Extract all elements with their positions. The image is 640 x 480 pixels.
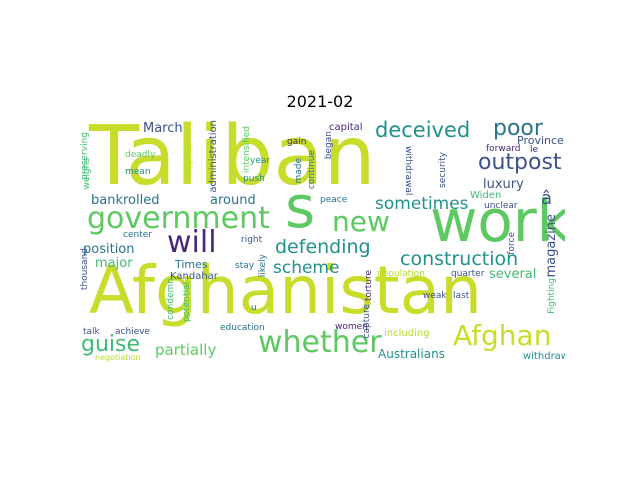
word-u: u <box>251 303 257 313</box>
word-march: March <box>143 121 183 136</box>
word-new: new <box>332 205 390 238</box>
word-a-circ: â <box>541 188 553 209</box>
word-bankrolled: bankrolled <box>91 193 160 208</box>
word-year: year <box>250 156 271 166</box>
word-administration: administration <box>208 120 219 193</box>
word-potential: potential <box>182 282 192 323</box>
word-poor: poor <box>493 118 543 141</box>
word-continue: continue <box>307 150 317 190</box>
word-withdraw: withdraw <box>523 351 565 362</box>
word-including: including <box>384 328 430 339</box>
word-work: work <box>430 187 565 255</box>
word-capture: capture <box>362 304 372 339</box>
word-negotiation: negotiation <box>95 353 141 362</box>
word-push: push <box>243 174 265 184</box>
word-australians: Australians <box>378 347 445 361</box>
word-peace: peace <box>320 195 348 205</box>
word-unclear: unclear <box>484 201 518 211</box>
word-weak: weak <box>423 291 447 301</box>
word-weighs: weighs <box>82 158 92 190</box>
word-education: education <box>220 323 265 333</box>
word-scheme: scheme <box>273 258 340 278</box>
word-gain: gain <box>287 137 307 147</box>
word-government: government <box>87 201 270 236</box>
word-talk: talk <box>83 327 100 337</box>
word-le: le <box>530 145 539 155</box>
word-afghan: Afghan <box>453 319 552 352</box>
word-thousand: thousand <box>80 248 90 291</box>
word-population: population <box>377 269 425 279</box>
word-force: force <box>507 232 517 255</box>
word-guise: guise <box>81 332 141 357</box>
chart-title: 2021-02 <box>286 92 354 111</box>
word-condemn: condemn <box>166 278 176 320</box>
word-sometimes: sometimes <box>375 194 469 214</box>
word-province: Province <box>517 134 564 147</box>
word-major: major <box>95 256 133 271</box>
word-women: women <box>335 322 368 332</box>
word-defending: defending <box>275 236 371 258</box>
word-deadly: deadly <box>125 150 156 160</box>
word-position: position <box>83 242 135 257</box>
word-s: s <box>285 173 316 241</box>
word-torture: torture <box>364 270 374 302</box>
word-security: security <box>438 152 448 188</box>
word-likely: likely <box>258 254 268 278</box>
word-forward: forward <box>486 144 521 154</box>
word-last: last <box>453 291 470 301</box>
word-deceived: deceived <box>375 118 471 142</box>
word-construction: construction <box>400 248 519 270</box>
word-whether: whether <box>258 325 382 360</box>
word-times: Times <box>175 258 208 271</box>
word-capital: capital <box>329 122 363 133</box>
word-luxury: luxury <box>483 177 524 192</box>
word-cloud: Taliban Afghanistan work s government wi… <box>75 118 565 363</box>
word-achieve: achieve <box>115 327 151 337</box>
word-widen: Widen <box>470 190 502 201</box>
word-magazine: magazine <box>544 214 559 278</box>
word-afghanistan: Afghanistan <box>89 252 482 329</box>
word-partially: partially <box>155 341 217 359</box>
word-taliban: Taliban <box>89 118 376 204</box>
word-kandahar: Kandahar <box>170 271 218 282</box>
word-mean: mean <box>125 167 151 177</box>
word-center: center <box>123 230 152 240</box>
word-intensified: intensified <box>242 126 252 174</box>
word-made: made <box>294 158 304 184</box>
word-fighting: Fighting <box>547 278 557 314</box>
word-outpost: outpost <box>478 150 562 175</box>
word-several: several <box>489 267 537 282</box>
word-stay: stay <box>235 261 255 271</box>
word-quarter: quarter <box>451 269 485 279</box>
word-will: will <box>167 225 217 260</box>
word-right: right <box>241 235 263 245</box>
word-withdrawal: withdrawal <box>403 146 413 196</box>
word-coupled: coupled <box>184 144 194 180</box>
word-began: began <box>324 131 334 160</box>
word-around: around <box>210 193 256 208</box>
